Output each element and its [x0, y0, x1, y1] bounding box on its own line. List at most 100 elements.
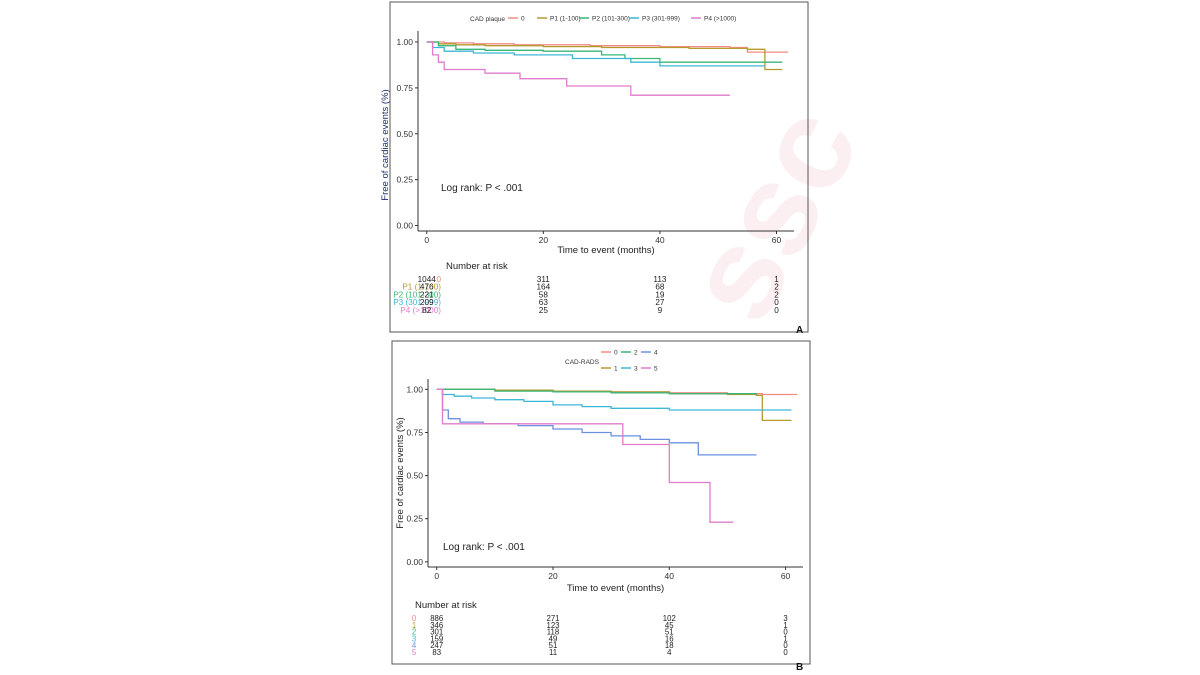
y-tick-label: 0.50 [406, 471, 423, 481]
risk-value: 0 [783, 641, 788, 650]
x-axis-label: Time to event (months) [567, 583, 664, 594]
risk-value: 83 [432, 648, 441, 657]
log-rank-annotation: Log rank: P < .001 [441, 183, 523, 194]
legend-label: P3 (301-999) [642, 16, 680, 23]
risk-value: 27 [655, 298, 665, 307]
risk-value: 51 [549, 641, 558, 650]
risk-value: 113 [653, 275, 666, 284]
risk-value: 1 [783, 621, 787, 630]
x-tick-label: 40 [655, 235, 665, 245]
risk-value: 0 [774, 298, 779, 307]
legend-title: CAD plaque [470, 16, 505, 23]
y-tick-label: 0.75 [396, 83, 413, 93]
risk-value: 16 [665, 634, 674, 643]
watermark: ssc [656, 83, 887, 343]
risk-value: 271 [546, 614, 559, 623]
survival-curve-p1 [426, 41, 783, 71]
y-tick-label: 0.25 [406, 514, 423, 524]
risk-row-label: P1 (1-100) [402, 283, 441, 292]
legend-label: 3 [634, 366, 638, 373]
risk-row-label: 0 [412, 614, 417, 623]
log-rank-annotation: Log rank: P < .001 [443, 542, 525, 553]
legend: CAD-RADS 0 1 2 3 4 5 [565, 350, 658, 373]
survival-curve-0 [426, 41, 789, 53]
y-tick-label: 0.00 [396, 220, 413, 230]
x-axis-label: Time to event (months) [557, 245, 654, 256]
y-tick-label: 1.00 [396, 37, 413, 47]
risk-value: 58 [539, 290, 549, 299]
risk-value: 63 [539, 298, 549, 307]
risk-row-label: 5 [412, 648, 417, 657]
survival-curve-p2 [426, 41, 783, 63]
y-tick-label: 0.75 [406, 427, 423, 437]
risk-value: 886 [430, 614, 443, 623]
x-tick-label: 40 [665, 571, 675, 581]
x-tick-label: 20 [548, 571, 558, 581]
risk-value: 209 [420, 298, 434, 307]
risk-value: 2 [774, 283, 779, 292]
risk-value: 1044 [418, 275, 437, 284]
survival-curve-3 [436, 388, 792, 411]
y-tick-label: 0.00 [406, 557, 423, 567]
risk-value: 247 [430, 641, 443, 650]
survival-curve-p3 [426, 41, 765, 67]
risk-row-label: P3 (301-999) [393, 298, 441, 307]
risk-value: 68 [655, 283, 665, 292]
risk-row-label: 3 [412, 634, 416, 643]
risk-row-label: 4 [412, 641, 417, 650]
legend-label: 0 [521, 16, 525, 23]
legend: CAD plaque 0 P1 (1-100) P2 (101-300) P3 (301… [470, 16, 736, 24]
risk-value: 476 [420, 283, 434, 292]
risk-value: 45 [665, 621, 674, 630]
x-tick-label: 60 [772, 235, 782, 245]
risk-value: 2 [774, 290, 779, 299]
risk-table-title: Number at risk [415, 600, 477, 611]
risk-value: 1 [783, 634, 787, 643]
survival-curve-p4 [426, 41, 730, 96]
panel-frame [391, 340, 811, 665]
risk-value: 221 [420, 290, 434, 299]
x-tick-label: 0 [434, 571, 439, 581]
risk-value: 9 [658, 306, 663, 315]
risk-value: 301 [430, 628, 443, 637]
risk-value: 4 [667, 648, 672, 657]
panel-label: A [796, 325, 803, 336]
risk-value: 159 [430, 634, 443, 643]
y-axis-label: Free of cardiac events (%) [395, 417, 406, 528]
risk-value: 19 [655, 290, 665, 299]
risk-value: 123 [546, 621, 559, 630]
risk-row-label: P2 (101-300) [393, 290, 441, 299]
risk-value: 164 [536, 283, 550, 292]
risk-value: 18 [665, 641, 674, 650]
risk-value: 0 [783, 628, 788, 637]
risk-value: 82 [422, 306, 432, 315]
survival-curve-5 [436, 388, 734, 523]
x-tick-label: 0 [424, 235, 429, 245]
survival-curve-4 [436, 388, 757, 456]
x-tick-label: 20 [539, 235, 549, 245]
survival-curve-2 [436, 388, 758, 395]
x-tick-label: 60 [781, 571, 791, 581]
risk-value: 0 [774, 306, 779, 315]
legend-label: 4 [654, 350, 658, 357]
risk-row-label: 0 [436, 275, 441, 284]
risk-value: 311 [537, 275, 550, 284]
y-tick-label: 0.50 [396, 129, 413, 139]
legend-label: P1 (1-100) [550, 16, 581, 23]
risk-value: 118 [547, 628, 559, 637]
y-tick-label: 1.00 [406, 384, 423, 394]
legend-label: 5 [654, 366, 658, 373]
risk-row-label: 2 [412, 628, 416, 637]
y-tick-label: 0.25 [396, 175, 413, 185]
legend-label: 2 [634, 350, 638, 357]
risk-value: 1 [774, 275, 779, 284]
panel-frame [389, 1, 809, 333]
risk-row-label: 1 [412, 621, 416, 630]
risk-value: 11 [549, 648, 557, 657]
risk-value: 25 [539, 306, 549, 315]
legend-label: 1 [614, 366, 618, 373]
